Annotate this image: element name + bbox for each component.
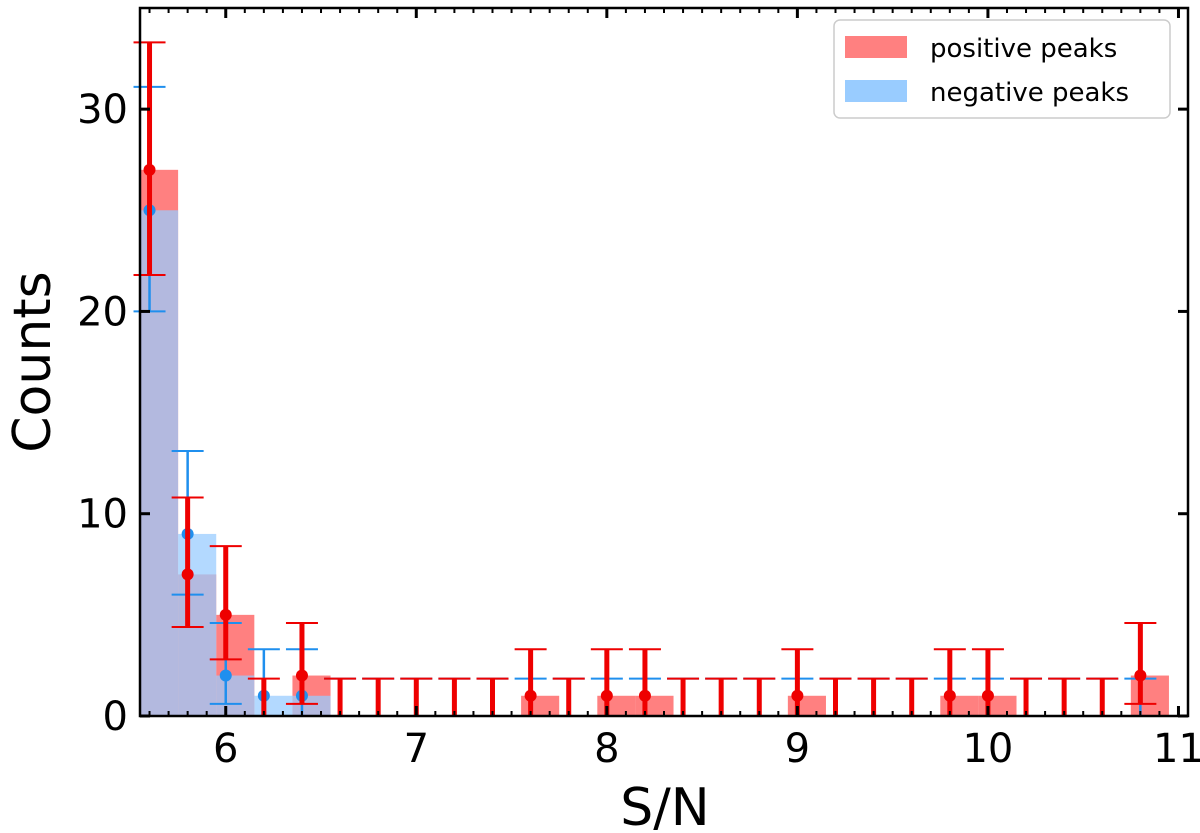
positive-marker [943,689,956,702]
y-axis-label: Counts [3,271,63,453]
positive-marker [295,669,308,682]
y-tick-label: 10 [77,492,128,538]
legend-swatch-positive [845,36,907,58]
negative-bar [178,533,217,716]
y-tick-label: 20 [77,289,128,335]
positive-marker [1134,669,1147,682]
positive-marker [600,689,613,702]
bars-layer [140,169,1169,717]
negative-bar [216,675,255,716]
y-tick-label: 0 [103,694,128,740]
positive-bar [1130,675,1169,716]
legend-box [833,19,1171,119]
positive-marker [524,689,537,702]
legend-swatch-negative [845,80,907,102]
x-tick-label: 8 [594,726,619,772]
x-tick-label: 11 [1153,726,1200,772]
legend: positive peaks negative peaks [833,19,1171,119]
positive-marker [181,568,194,581]
y-tick-label: 30 [77,87,128,133]
x-axis-label: S/N [620,778,709,833]
ticks-layer: 6 7 8 9 10 11 0 10 20 30 [77,8,1200,772]
negative-bar [140,210,179,717]
x-tick-label: 6 [213,726,238,772]
positive-marker [981,689,994,702]
x-tick-label: 7 [404,726,429,772]
positive-marker [638,689,651,702]
positive-marker [791,689,804,702]
x-tick-label: 10 [962,726,1013,772]
x-tick-label: 9 [785,726,810,772]
negative-marker [219,669,232,682]
positive-marker [219,608,232,621]
legend-label-negative: negative peaks [930,78,1129,108]
error-bars-layer [133,41,1157,716]
legend-label-positive: positive peaks [930,34,1117,64]
positive-marker [143,163,156,176]
